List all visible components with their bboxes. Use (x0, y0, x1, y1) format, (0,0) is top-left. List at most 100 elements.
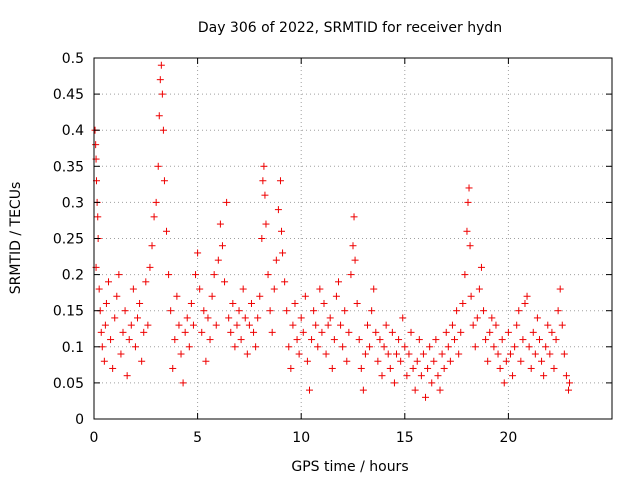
data-point (322, 350, 330, 358)
data-point (320, 299, 328, 307)
data-point (163, 227, 171, 235)
data-point (415, 336, 423, 344)
data-point (355, 336, 363, 344)
data-point (519, 336, 527, 344)
data-point (165, 271, 173, 279)
data-point (121, 307, 129, 315)
data-point (390, 379, 398, 387)
data-point (115, 271, 123, 279)
data-point (256, 292, 264, 300)
data-point (349, 242, 357, 250)
data-point (535, 336, 543, 344)
data-point (181, 328, 189, 336)
y-tick-label: 0.5 (62, 51, 84, 67)
data-point (221, 278, 229, 286)
data-point (214, 256, 222, 264)
data-point (285, 343, 293, 351)
data-point (266, 307, 274, 315)
chart-title: Day 306 of 2022, SRMTID for receiver hyd… (198, 20, 502, 36)
data-point (159, 126, 167, 134)
data-point (511, 343, 519, 351)
data-point (237, 336, 245, 344)
data-point (278, 227, 286, 235)
data-point (359, 386, 367, 394)
data-point (125, 336, 133, 344)
data-point (235, 307, 243, 315)
data-point (562, 372, 570, 380)
data-point (525, 343, 533, 351)
y-tick-label: 0.15 (53, 304, 84, 320)
data-point (399, 314, 407, 322)
data-point (457, 328, 465, 336)
data-point (393, 350, 401, 358)
data-point (318, 328, 326, 336)
data-point (136, 299, 144, 307)
data-point (189, 321, 197, 329)
data-point (409, 364, 417, 372)
data-point (101, 321, 109, 329)
data-point (212, 321, 220, 329)
x-tick-label: 5 (193, 430, 202, 446)
data-point (440, 364, 448, 372)
data-point (527, 364, 535, 372)
data-point (204, 314, 212, 322)
data-point (484, 357, 492, 365)
data-point (477, 263, 485, 271)
data-point (173, 292, 181, 300)
data-point (351, 256, 359, 264)
data-point (92, 141, 100, 149)
data-point (453, 307, 461, 315)
data-point (554, 307, 562, 315)
data-point (428, 379, 436, 387)
data-point (345, 328, 353, 336)
y-tick-label: 0.2 (62, 268, 84, 284)
data-point (444, 343, 452, 351)
y-tick-label: 0.1 (62, 340, 84, 356)
data-point (258, 235, 266, 242)
y-tick-label: 0.05 (53, 376, 84, 392)
data-point (202, 357, 210, 365)
data-point (198, 328, 206, 336)
x-axis-label: GPS time / hours (291, 459, 408, 475)
data-point (426, 343, 434, 351)
data-point (542, 343, 550, 351)
data-point (138, 357, 146, 365)
data-point (482, 336, 490, 344)
data-point (252, 343, 260, 351)
data-point (397, 357, 405, 365)
data-point (372, 328, 380, 336)
data-point (464, 198, 472, 206)
data-point (380, 343, 388, 351)
data-point (350, 213, 358, 221)
data-point (169, 364, 177, 372)
data-point (297, 314, 305, 322)
data-point (148, 242, 156, 250)
data-point (469, 321, 477, 329)
data-point (268, 328, 276, 336)
data-point (152, 198, 160, 206)
data-point (463, 227, 471, 235)
data-point (475, 285, 483, 293)
data-point (490, 343, 498, 351)
data-point (353, 299, 361, 307)
data-point (150, 213, 158, 221)
data-point (111, 314, 119, 322)
data-point (546, 350, 554, 358)
data-point (471, 343, 479, 351)
data-point (488, 314, 496, 322)
y-tick-label: 0.45 (53, 87, 84, 103)
data-point (434, 372, 442, 380)
data-point (326, 314, 334, 322)
data-point (175, 321, 183, 329)
y-tick-label: 0.4 (62, 123, 84, 139)
data-point (241, 314, 249, 322)
data-point (330, 336, 338, 344)
x-tick-label: 0 (90, 430, 99, 446)
data-point (239, 285, 247, 293)
data-point (123, 372, 131, 380)
data-point (160, 177, 168, 185)
data-point (467, 292, 475, 300)
data-point (303, 357, 311, 365)
data-point (422, 393, 430, 401)
data-point (131, 343, 139, 351)
